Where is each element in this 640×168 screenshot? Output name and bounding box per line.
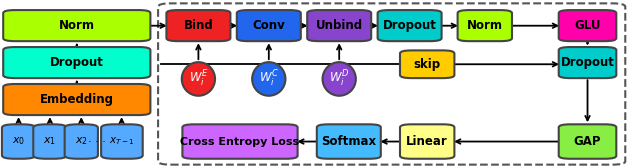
Text: Dropout: Dropout [561, 56, 614, 69]
Text: Norm: Norm [59, 19, 95, 32]
Ellipse shape [323, 62, 356, 96]
Ellipse shape [182, 62, 215, 96]
FancyBboxPatch shape [317, 124, 381, 159]
Text: $x_{T-1}$: $x_{T-1}$ [109, 136, 135, 148]
FancyBboxPatch shape [237, 10, 301, 41]
Ellipse shape [252, 62, 285, 96]
Text: Softmax: Softmax [321, 135, 376, 148]
Text: · · ·: · · · [88, 137, 106, 147]
FancyBboxPatch shape [400, 124, 454, 159]
FancyBboxPatch shape [559, 47, 616, 78]
FancyBboxPatch shape [3, 47, 150, 78]
FancyBboxPatch shape [307, 10, 371, 41]
Text: $x_1$: $x_1$ [44, 136, 56, 148]
Text: GAP: GAP [574, 135, 601, 148]
Text: Bind: Bind [184, 19, 213, 32]
Text: Dropout: Dropout [383, 19, 436, 32]
Text: skip: skip [413, 58, 441, 71]
Text: Norm: Norm [467, 19, 503, 32]
Text: $W_i^E$: $W_i^E$ [189, 69, 208, 89]
FancyBboxPatch shape [378, 10, 442, 41]
Text: Embedding: Embedding [40, 93, 114, 106]
FancyBboxPatch shape [101, 124, 143, 159]
Text: Conv: Conv [252, 19, 285, 32]
Text: $x_2$: $x_2$ [75, 136, 88, 148]
Text: $W_i^C$: $W_i^C$ [259, 69, 279, 89]
FancyBboxPatch shape [559, 10, 616, 41]
Text: $x_0$: $x_0$ [12, 136, 25, 148]
FancyBboxPatch shape [400, 50, 454, 78]
FancyBboxPatch shape [3, 84, 150, 115]
FancyBboxPatch shape [458, 10, 512, 41]
Text: GLU: GLU [574, 19, 601, 32]
FancyBboxPatch shape [2, 124, 35, 159]
FancyBboxPatch shape [65, 124, 98, 159]
Text: Cross Entropy Loss: Cross Entropy Loss [180, 137, 300, 146]
Text: $W_i^D$: $W_i^D$ [329, 69, 349, 89]
FancyBboxPatch shape [182, 124, 298, 159]
Text: Dropout: Dropout [50, 56, 104, 69]
Text: Unbind: Unbind [316, 19, 363, 32]
FancyBboxPatch shape [166, 10, 230, 41]
FancyBboxPatch shape [559, 124, 616, 159]
FancyBboxPatch shape [3, 10, 150, 41]
Text: Linear: Linear [406, 135, 448, 148]
FancyBboxPatch shape [33, 124, 67, 159]
